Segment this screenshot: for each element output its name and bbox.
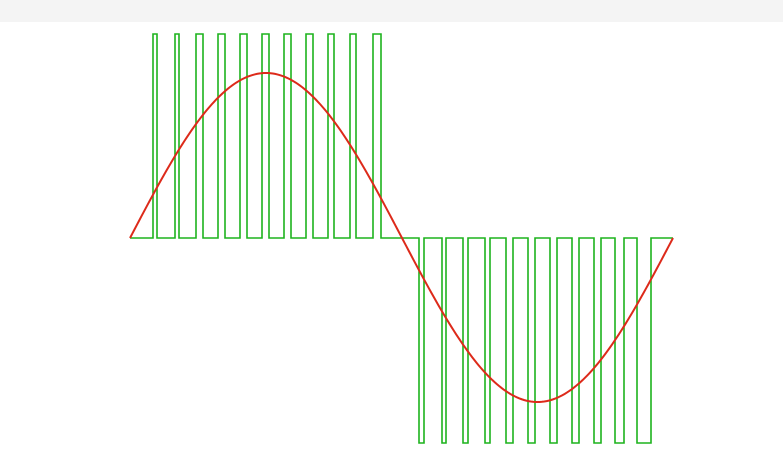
top-strip [0,0,783,22]
sine-reference-wave [129,71,674,404]
